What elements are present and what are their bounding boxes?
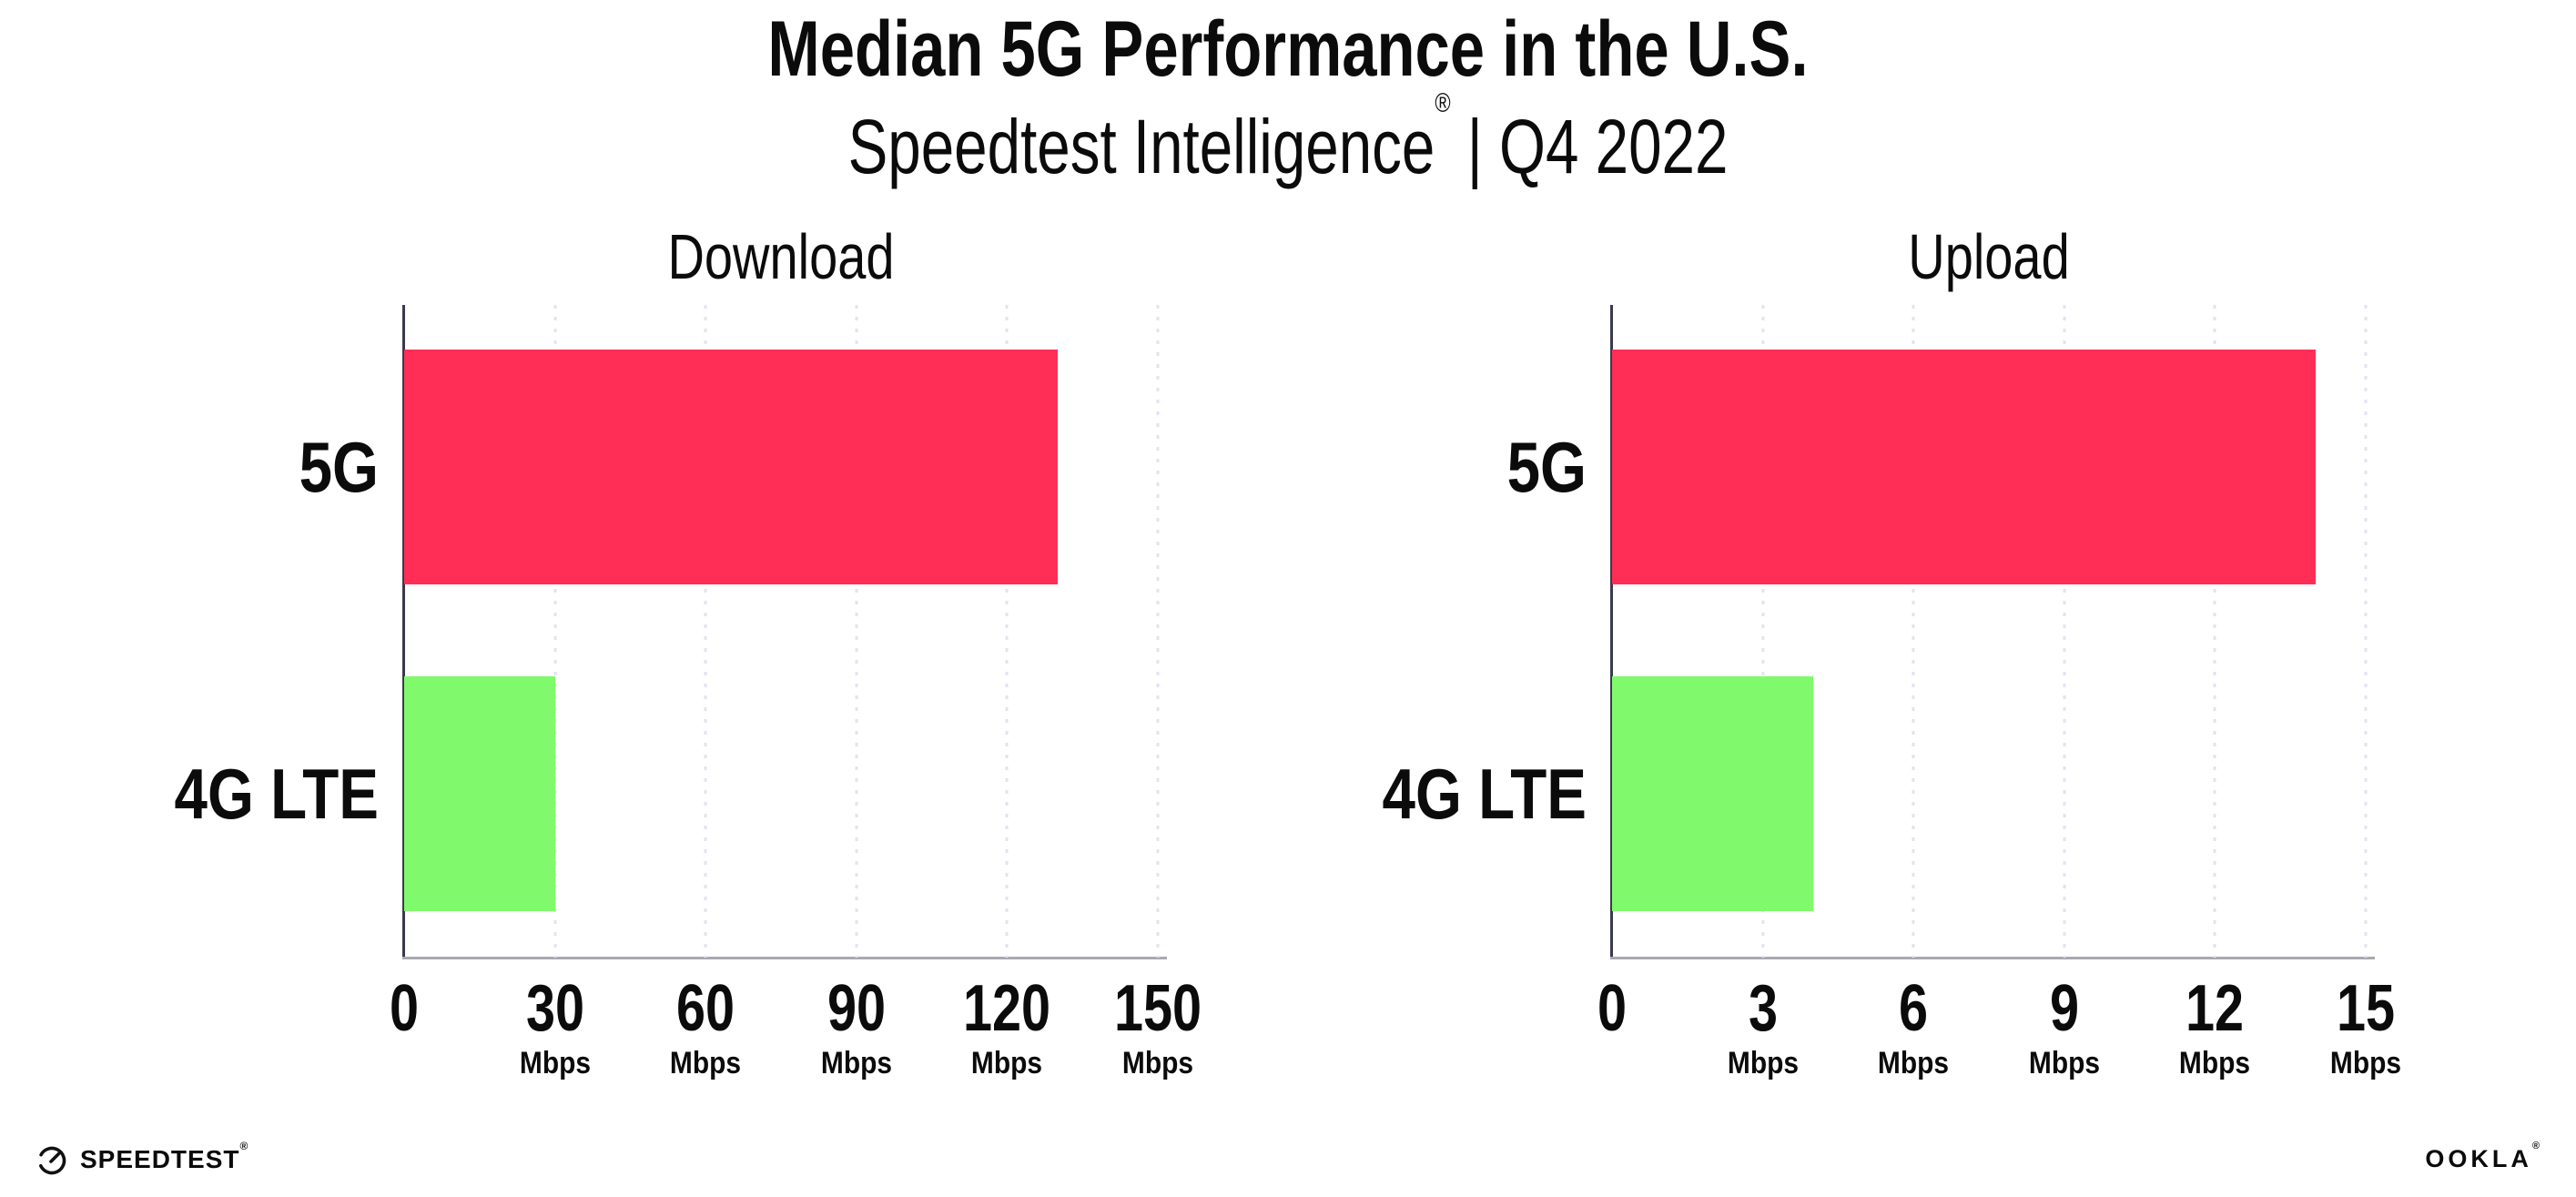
- download-plot-area: [402, 305, 1167, 959]
- tick-unit: Mbps: [519, 1046, 591, 1080]
- tick-label-6: 6 Mbps: [1822, 974, 2004, 1081]
- tick-number: 9: [2049, 972, 2079, 1045]
- tick-label-0: 0: [313, 974, 495, 1043]
- tick-label-30: 30 Mbps: [464, 974, 646, 1081]
- tick-unit: Mbps: [1121, 1046, 1194, 1080]
- tick-label-90: 90 Mbps: [766, 974, 948, 1081]
- ookla-label: OOKLA: [2425, 1145, 2532, 1172]
- gridline-120: [1005, 305, 1009, 958]
- upload-plot-wrap: 5G 4G LTE: [1299, 305, 2375, 959]
- tick-unit: Mbps: [670, 1046, 742, 1080]
- tick-number: 15: [2336, 972, 2396, 1045]
- speedtest-registered-mark: ®: [239, 1139, 248, 1152]
- category-label-4g-lte: 4G LTE: [1382, 754, 1587, 834]
- download-plot-wrap: 5G 4G LTE: [91, 305, 1167, 959]
- tick-label-12: 12 Mbps: [2124, 974, 2306, 1081]
- upload-category-labels: 5G 4G LTE: [1299, 305, 1587, 958]
- tick-unit: Mbps: [2329, 1046, 2402, 1080]
- tick-label-150: 150 Mbps: [1067, 974, 1249, 1081]
- x-axis-line: [402, 957, 1167, 959]
- subtitle-period: | Q4 2022: [1450, 104, 1729, 189]
- gridline-90: [855, 305, 858, 958]
- upload-plot-area: [1610, 305, 2375, 959]
- category-label-5g: 5G: [1506, 427, 1587, 507]
- gridline-30: [553, 305, 557, 958]
- tick-label-15: 15 Mbps: [2275, 974, 2457, 1081]
- ookla-registered-mark: ®: [2531, 1141, 2540, 1151]
- bar-5g: [404, 350, 1058, 584]
- tick-label-60: 60 Mbps: [614, 974, 796, 1081]
- charts-row: Download 5G 4G LTE 0 30 Mbps 60 Mbps 90 Mbps 120…: [91, 217, 2402, 1094]
- tick-number: 3: [1748, 972, 1778, 1045]
- tick-label-3: 3 Mbps: [1672, 974, 1854, 1081]
- speedtest-gauge-icon: [37, 1146, 66, 1175]
- tick-number: 0: [1597, 972, 1628, 1045]
- speedtest-label: SPEEDTEST: [80, 1145, 240, 1173]
- category-label-5g: 5G: [299, 427, 379, 507]
- tick-number: 120: [963, 972, 1051, 1045]
- page-title: Median 5G Performance in the U.S.: [767, 5, 1809, 93]
- upload-chart: Upload 5G 4G LTE 0 3 Mbps 6 Mbps 9 Mbps 12 Mbps 15…: [1299, 217, 2402, 1094]
- tick-number: 60: [676, 972, 735, 1045]
- download-category-labels: 5G 4G LTE: [91, 305, 379, 958]
- tick-number: 150: [1113, 972, 1202, 1045]
- tick-label-9: 9 Mbps: [1973, 974, 2155, 1081]
- gridline-150: [1156, 305, 1160, 958]
- tick-unit: Mbps: [2179, 1046, 2251, 1080]
- upload-x-ticks: 0 3 Mbps 6 Mbps 9 Mbps 12 Mbps 15 Mbps: [1597, 958, 2401, 1094]
- bar-5g: [1612, 350, 2316, 584]
- ookla-wordmark: OOKLA®: [2425, 1141, 2540, 1173]
- upload-chart-title: Upload: [1908, 221, 2070, 292]
- registered-mark: ®: [1435, 88, 1451, 118]
- tick-label-120: 120 Mbps: [916, 974, 1098, 1081]
- tick-number: 30: [525, 972, 584, 1045]
- gridline-12: [2213, 305, 2216, 958]
- page-subtitle: Speedtest Intelligence® | Q4 2022: [283, 88, 2292, 190]
- tick-number: 0: [389, 972, 420, 1045]
- y-axis-line: [402, 305, 405, 958]
- subtitle-brand: Speedtest Intelligence: [847, 104, 1435, 189]
- gridline-6: [1912, 305, 1915, 958]
- tick-unit: Mbps: [1878, 1046, 1950, 1080]
- speedtest-wordmark: SPEEDTEST®: [80, 1140, 248, 1174]
- bar-4g-lte: [1612, 676, 1813, 911]
- x-axis-line: [1610, 957, 2375, 959]
- gridline-60: [704, 305, 707, 958]
- download-x-ticks: 0 30 Mbps 60 Mbps 90 Mbps 120 Mbps 150 Mbps: [390, 958, 1202, 1094]
- tick-label-0: 0: [1521, 974, 1703, 1043]
- tick-unit: Mbps: [971, 1046, 1043, 1080]
- y-axis-line: [1610, 305, 1613, 958]
- bar-4g-lte: [404, 676, 555, 911]
- tick-unit: Mbps: [2028, 1046, 2100, 1080]
- download-chart-title: Download: [667, 221, 895, 292]
- tick-number: 90: [827, 972, 886, 1045]
- tick-unit: Mbps: [820, 1046, 892, 1080]
- download-chart: Download 5G 4G LTE 0 30 Mbps 60 Mbps 90 Mbps 120…: [91, 217, 1202, 1094]
- chart-header: Median 5G Performance in the U.S. Speedt…: [0, 4, 2576, 190]
- speedtest-logo: SPEEDTEST®: [35, 1140, 248, 1177]
- tick-number: 12: [2186, 972, 2245, 1045]
- category-label-4g-lte: 4G LTE: [174, 754, 379, 834]
- tick-unit: Mbps: [1727, 1046, 1799, 1080]
- tick-number: 6: [1899, 972, 1929, 1045]
- gridline-3: [1761, 305, 1765, 958]
- gridline-15: [2364, 305, 2368, 958]
- ookla-logo: OOKLA®: [2425, 1141, 2540, 1173]
- gridline-9: [2063, 305, 2066, 958]
